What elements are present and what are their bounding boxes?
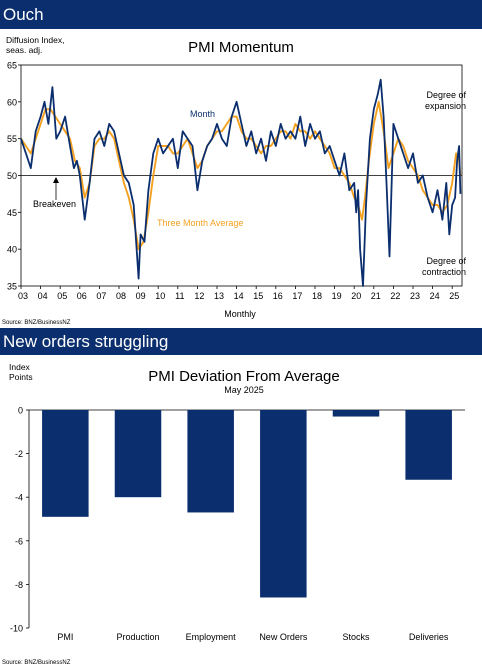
pmi-deviation-chart: Index Points PMI Deviation From Average … <box>2 362 465 666</box>
chart-title: PMI Momentum <box>188 39 294 56</box>
x-tick-label: 09 <box>136 291 146 301</box>
bar-new-orders <box>260 410 307 598</box>
expansion-label-line2: expansion <box>425 101 466 111</box>
y-axis-label-line1: Diffusion Index, <box>6 35 64 45</box>
category-label: PMI <box>57 632 73 642</box>
expansion-label-line1: Degree of <box>426 90 466 100</box>
x-tick-label: 22 <box>390 291 400 301</box>
month-series-line <box>20 78 462 287</box>
y-tick-label: -6 <box>15 536 23 546</box>
category-label: New Orders <box>259 632 308 642</box>
source-note: Source: BNZ/BusinessNZ <box>2 660 71 666</box>
chart-title: PMI Deviation From Average <box>148 368 339 385</box>
bar-stocks <box>332 410 380 417</box>
breakeven-arrow-head <box>53 177 59 183</box>
x-axis-label: Monthly <box>224 309 256 319</box>
category-label: Employment <box>186 632 237 642</box>
x-tick-label: 10 <box>155 291 165 301</box>
y-tick-label: -8 <box>15 580 23 590</box>
x-tick-label: 07 <box>96 291 106 301</box>
y-axis-label-line1: Index <box>9 362 31 372</box>
x-tick-label: 21 <box>371 291 381 301</box>
x-tick-label: 25 <box>449 291 459 301</box>
chart-subtitle: May 2025 <box>224 385 264 395</box>
x-tick-label: 05 <box>57 291 67 301</box>
category-label: Stocks <box>342 632 370 642</box>
x-tick-label: 19 <box>332 291 342 301</box>
y-axis-label-line2: seas. adj. <box>6 45 42 55</box>
x-tick-label: 15 <box>253 291 263 301</box>
y-tick-label: 45 <box>7 208 17 218</box>
y-axis-label-line2: Points <box>9 372 33 382</box>
x-tick-label: 13 <box>214 291 224 301</box>
banner-ouch: Ouch <box>0 0 482 29</box>
x-tick-label: 14 <box>234 291 244 301</box>
y-tick-label: 40 <box>7 245 17 255</box>
y-tick-label: -2 <box>15 449 23 459</box>
x-tick-label: 23 <box>410 291 420 301</box>
y-tick-label: 35 <box>7 282 17 292</box>
x-tick-label: 11 <box>175 291 184 301</box>
avg-series-label: Three Month Average <box>157 218 243 228</box>
bar-pmi <box>42 410 89 517</box>
bar-production <box>114 410 162 498</box>
source-note: Source: BNZ/BusinessNZ <box>2 320 71 326</box>
x-tick-label: 04 <box>38 291 48 301</box>
x-tick-label: 17 <box>292 291 302 301</box>
category-label: Deliveries <box>409 632 449 642</box>
x-tick-label: 08 <box>116 291 126 301</box>
bar-employment <box>187 410 234 513</box>
y-tick-label: 0 <box>18 406 23 416</box>
y-tick-label: 60 <box>7 97 17 107</box>
pmi-momentum-chart: Diffusion Index, seas. adj. PMI Momentum… <box>2 35 466 326</box>
x-tick-label: 20 <box>351 291 361 301</box>
y-tick-label: 50 <box>7 171 17 181</box>
y-tick-label: 55 <box>7 134 17 144</box>
x-tick-label: 12 <box>194 291 204 301</box>
banner-new-orders: New orders struggling <box>0 328 482 355</box>
x-tick-label: 18 <box>312 291 322 301</box>
month-series-label: Month <box>190 109 215 119</box>
x-tick-label: 06 <box>77 291 87 301</box>
y-tick-label: -10 <box>10 624 23 634</box>
x-tick-label: 03 <box>18 291 28 301</box>
x-tick-label: 24 <box>430 291 440 301</box>
breakeven-label: Breakeven <box>33 199 76 209</box>
y-tick-label: 65 <box>7 61 17 71</box>
y-tick-label: -4 <box>15 493 23 503</box>
category-label: Production <box>116 632 159 642</box>
contraction-label-line1: Degree of <box>426 256 466 266</box>
x-tick-label: 16 <box>273 291 283 301</box>
bar-deliveries <box>405 410 452 480</box>
contraction-label-line2: contraction <box>422 267 466 277</box>
